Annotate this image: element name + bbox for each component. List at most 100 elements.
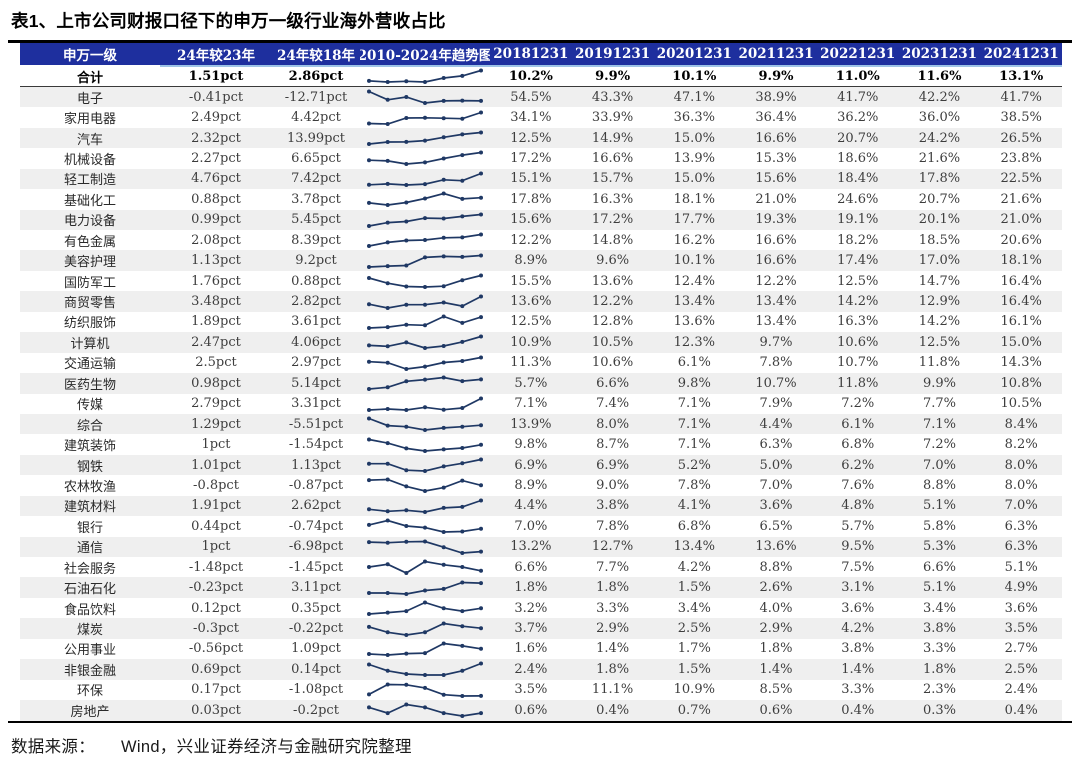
row-year-value: 15.0% [673,130,715,146]
row-year-value: 1.5% [677,580,711,596]
row-year-value: 21.0% [755,191,797,207]
row-change-vs-2023: 2.49pct [191,110,241,126]
row-change-vs-2023: 1.29pct [191,416,241,432]
row-change-vs-2018: 1.13pct [291,457,341,473]
row-year-value: 33.9% [591,110,634,126]
trend-sparkline [367,457,483,474]
row-year-value: 6.3% [1004,539,1038,555]
row-year-value: 0.4% [596,702,630,718]
row-year-value: 5.7% [841,518,875,534]
row-year-value: 2.3% [922,682,956,698]
row-year-value: 2.9% [759,621,793,637]
row-year-value: 0.3% [922,702,956,718]
row-change-vs-2023: 1pct [201,437,231,453]
row-industry-name: 轻工制造 [63,173,116,189]
row-year-value: 8.5% [759,682,793,698]
row-change-vs-2018: 2.82pct [291,294,341,310]
row-year-value: 12.8% [591,314,634,330]
row-year-value: 23.8% [1000,150,1042,166]
table-row: 交通运输 2.5pct 2.97pct 11.3% 10.6% 6.1% 7.8% 10.7%… [20,353,1062,373]
row-trend-cell [360,414,490,434]
row-change-vs-2018: -0.74pct [288,518,344,534]
row-year-value: 13.4% [755,294,797,310]
table-row: 传媒 2.79pct 3.31pct 7.1% 7.4% 7.1% 7.9% 7.2% 7.7%… [20,394,1062,414]
row-year-value: 14.2% [837,294,879,310]
row-trend-cell [360,271,490,291]
row-year-value: 6.1% [841,416,875,432]
row-year-value: 34.1% [510,110,552,126]
row-year-value: 42.2% [918,89,961,105]
row-trend-cell [360,230,490,250]
row-trend-cell [360,210,490,230]
row-year-value: 17.2% [510,150,552,166]
row-year-value: 3.8% [922,621,956,637]
row-year-value: 0.6% [514,702,548,718]
row-year-value: 5.2% [677,457,711,473]
row-change-vs-2023: -0.56pct [188,641,244,657]
row-industry-name: 通信 [76,541,103,557]
table-row: 公用事业 -0.56pct 1.09pct 1.6% 1.4% 1.7% 1.8% 3.8% 3… [20,639,1062,659]
row-change-vs-2023: 0.17pct [191,682,241,698]
row-trend-cell [360,108,490,128]
row-year-value: 16.2% [673,232,715,248]
row-year-value: 16.6% [755,253,797,269]
row-year-value: 19.3% [755,212,797,228]
row-year-value: 16.4% [1000,294,1042,310]
row-year-value: 10.9% [510,334,552,350]
table-body: 合计 1.51pct 2.86pct 10.2% 9.9% 10.1% 9.9% 11.0% 1… [20,67,1062,721]
trend-sparkline [367,150,483,167]
row-year-value: 11.1% [591,682,634,698]
table-bottom-divider [8,720,1072,723]
row-change-vs-2018: 2.86pct [288,68,344,84]
trend-sparkline [367,68,483,85]
row-year-value: 0.6% [759,702,793,718]
row-change-vs-2023: 1.76pct [191,273,241,289]
row-year-value: 4.2% [841,621,875,637]
row-year-value: 5.0% [759,457,793,473]
row-year-value: 13.4% [755,314,797,330]
row-year-value: 12.9% [918,294,961,310]
row-year-value: 11.0% [835,68,880,84]
industry-overseas-revenue-table: 申万一级 24年较23年 24年较18年 2010-2024年趋势图 20181231 2… [20,42,1062,721]
row-year-value: 47.1% [673,89,715,105]
row-change-vs-2023: 2.79pct [191,396,241,412]
row-year-value: 7.1% [677,416,711,432]
row-year-value: 18.6% [837,150,879,166]
trend-sparkline [367,171,483,187]
row-trend-cell [360,659,490,679]
row-industry-name: 机械设备 [63,152,116,168]
trend-sparkline [367,621,483,637]
row-year-value: 14.2% [918,314,961,330]
trend-sparkline [367,110,483,126]
row-year-value: 9.6% [596,253,630,269]
row-change-vs-2023: 0.12pct [191,600,241,616]
row-change-vs-2023: -0.3pct [193,621,239,637]
row-year-value: 12.5% [837,273,879,289]
title-divider [8,40,1072,43]
row-year-value: 10.6% [837,334,879,350]
row-change-vs-2018: 0.35pct [291,600,341,616]
row-trend-cell [360,516,490,536]
row-year-value: 7.8% [596,518,630,534]
row-trend-cell [360,373,490,393]
row-year-value: 15.6% [510,212,552,228]
row-year-value: 21.6% [1000,191,1042,207]
row-industry-name: 电力设备 [63,214,116,230]
row-change-vs-2018: -1.54pct [288,437,344,453]
row-industry-name: 汽车 [76,132,103,148]
row-year-value: 14.3% [1000,355,1042,371]
row-year-value: 21.0% [1000,212,1042,228]
row-trend-cell [360,66,490,86]
row-trend-cell [360,312,490,332]
table-header-row: 申万一级 24年较23年 24年较18年 2010-2024年趋势图 20181231 2… [20,42,1062,65]
row-year-value: 18.1% [1000,253,1042,269]
row-year-value: 20.1% [918,212,961,228]
row-year-value: 14.7% [918,273,961,289]
row-change-vs-2023: 0.99pct [191,212,241,228]
table-row: 社会服务 -1.48pct -1.45pct 6.6% 7.7% 4.2% 8.8% 7.5%… [20,557,1062,577]
row-year-value: 4.9% [1004,580,1038,596]
row-year-value: 19.1% [837,212,879,228]
row-year-value: 1.4% [596,641,630,657]
row-year-value: 13.6% [591,273,634,289]
